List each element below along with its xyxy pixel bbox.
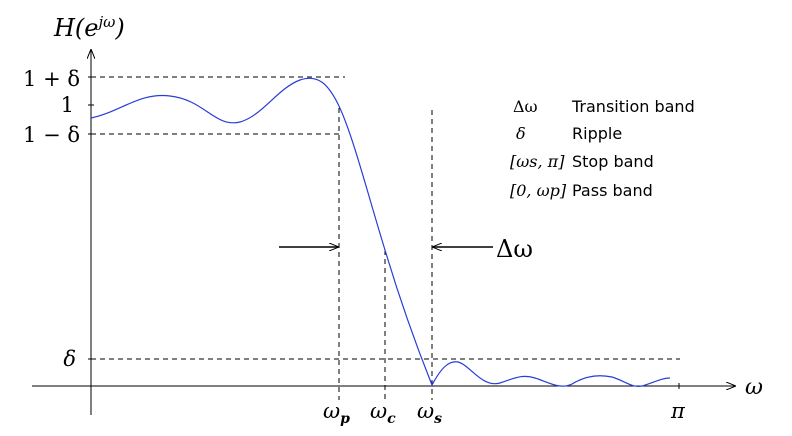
x-axis-label: ω bbox=[745, 375, 763, 400]
transition-label: Δω bbox=[496, 235, 533, 263]
legend-text-passband: Pass band bbox=[572, 181, 653, 200]
y-label-1plusdelta: 1 + δ bbox=[23, 67, 80, 91]
title-close: ) bbox=[114, 14, 124, 42]
title-sup: jω bbox=[96, 13, 116, 31]
legend-symbol-transition: Δω bbox=[513, 97, 538, 116]
legend: Δω Transition band δ Ripple [ωs, π] Stop… bbox=[510, 97, 695, 200]
x-label-pi: π bbox=[670, 399, 686, 423]
y-label-1minusdelta: 1 − δ bbox=[23, 123, 80, 147]
legend-text-stopband: Stop band bbox=[572, 152, 654, 171]
x-label-omega-p: ωp bbox=[323, 399, 350, 427]
legend-text-ripple: Ripple bbox=[572, 124, 622, 143]
x-label-omega-s: ωs bbox=[417, 399, 442, 427]
legend-text-transition: Transition band bbox=[571, 97, 695, 116]
frequency-response-curve bbox=[90, 77, 671, 387]
plot-title: H(ejω) bbox=[53, 13, 125, 42]
y-label-delta: δ bbox=[63, 347, 76, 371]
title-main: H(e bbox=[53, 14, 99, 42]
y-label-1: 1 bbox=[61, 93, 74, 117]
legend-symbol-stopband: [ωs, π] bbox=[510, 152, 565, 171]
legend-symbol-ripple: δ bbox=[516, 124, 526, 143]
x-label-omega-c: ωc bbox=[370, 399, 396, 427]
legend-symbol-passband: [0, ωp] bbox=[510, 181, 567, 200]
